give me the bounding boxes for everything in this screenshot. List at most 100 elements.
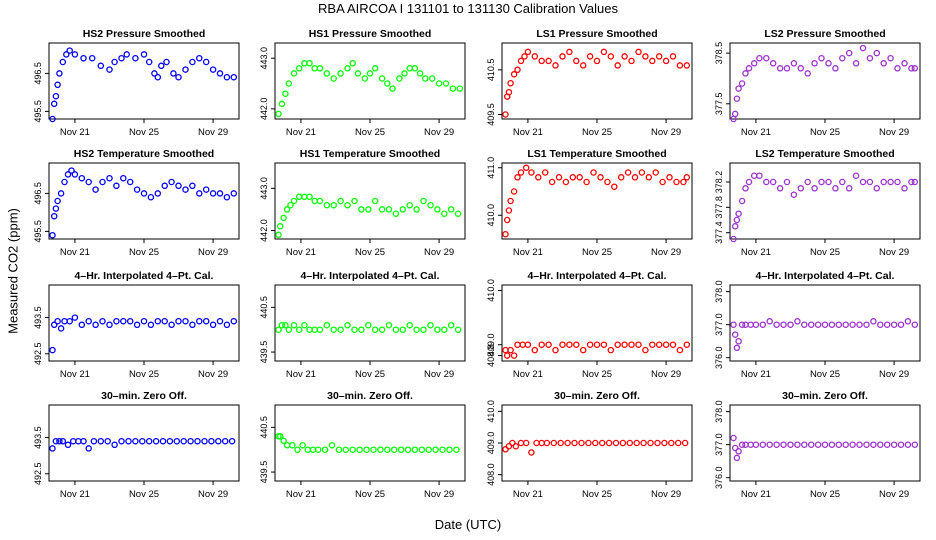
panel-15: 30–min. Zero Off. 408.0 409.0 410.0 Nov 21 No… <box>486 390 693 500</box>
data-point <box>742 441 749 448</box>
x-tick-label: Nov 25 <box>810 369 840 380</box>
data-point <box>766 441 773 448</box>
data-point <box>365 206 372 213</box>
data-point <box>168 178 175 186</box>
data-point <box>446 446 453 453</box>
data-point <box>502 230 509 238</box>
data-point <box>133 321 141 329</box>
panel-title: 4–Hr. Interpolated 4–Pt. Cal. <box>75 270 214 282</box>
data-point <box>752 321 760 328</box>
data-point <box>828 441 836 448</box>
panel-16: 30–min. Zero Off. 376.0 377.0 378.0 Nov 21 No… <box>714 390 921 500</box>
data-point <box>406 201 413 209</box>
data-point <box>647 439 654 447</box>
x-tick-label: Nov 21 <box>286 127 316 138</box>
data-point <box>442 80 450 87</box>
data-point <box>344 65 351 72</box>
data-point <box>425 446 432 453</box>
x-tick-label: Nov 25 <box>810 247 840 258</box>
panel-title: 30–min. Zero Off. <box>782 390 868 402</box>
data-point <box>323 321 331 329</box>
data-point <box>849 321 856 328</box>
y-tick-label: 377.0 <box>714 313 724 336</box>
data-point <box>742 321 749 328</box>
data-point <box>668 439 675 447</box>
data-point <box>384 80 391 87</box>
data-point <box>642 53 649 60</box>
data-point <box>600 341 608 348</box>
data-point <box>113 182 120 190</box>
data-point <box>49 231 56 239</box>
data-point <box>633 439 640 447</box>
data-point <box>123 51 130 58</box>
data-point <box>351 197 358 205</box>
panel-title: HS2 Temperature Smoothed <box>74 148 214 160</box>
data-point <box>502 346 509 354</box>
data-point <box>294 446 301 453</box>
data-point <box>904 441 912 448</box>
figure-title: RBA AIRCOA I 131101 to 131130 Calibratio… <box>318 1 618 16</box>
data-point <box>170 70 177 77</box>
data-point <box>71 171 79 178</box>
panel-7: LS1 Temperature Smoothed 410.0 411.0 Nov 21… <box>486 148 693 258</box>
data-point <box>92 321 99 329</box>
data-point <box>794 441 801 448</box>
data-point <box>509 439 516 447</box>
data-point <box>545 341 552 348</box>
data-point <box>669 341 677 348</box>
data-point <box>676 62 684 69</box>
data-point <box>54 81 61 89</box>
data-point <box>223 73 231 81</box>
data-point <box>175 182 182 190</box>
data-point <box>285 80 293 87</box>
data-point <box>377 446 384 453</box>
data-point <box>441 210 448 217</box>
data-point <box>49 115 56 123</box>
data-point <box>769 178 777 186</box>
data-point <box>832 65 839 72</box>
data-point <box>856 321 863 328</box>
data-point <box>731 331 739 338</box>
data-point <box>378 326 386 333</box>
data-point <box>507 79 514 87</box>
data-point <box>645 174 653 181</box>
data-point <box>290 321 298 329</box>
data-point <box>275 326 282 333</box>
data-point <box>863 441 870 448</box>
data-point <box>662 341 670 348</box>
data-point <box>733 95 741 102</box>
panel-title: LS2 Temperature Smoothed <box>755 148 894 160</box>
data-point <box>337 70 344 77</box>
y-tick-label: 440.5 <box>259 296 269 319</box>
data-point <box>282 321 289 329</box>
data-point <box>674 439 682 447</box>
data-point <box>202 317 210 325</box>
data-point <box>316 326 324 333</box>
data-point <box>69 437 77 445</box>
data-point <box>152 437 160 445</box>
x-tick-label: Nov 25 <box>129 127 159 138</box>
x-tick-label: Nov 29 <box>651 369 681 380</box>
data-point <box>140 51 148 58</box>
data-point <box>216 317 224 325</box>
data-point <box>773 321 780 328</box>
x-tick-label: Nov 29 <box>424 127 454 138</box>
data-point <box>825 178 832 186</box>
data-point <box>163 58 170 66</box>
data-point <box>337 326 344 333</box>
data-point <box>839 178 846 186</box>
data-point <box>371 65 379 72</box>
data-point <box>80 437 87 445</box>
data-point <box>807 441 815 448</box>
panel-title: LS1 Pressure Smoothed <box>536 28 657 40</box>
data-point <box>111 441 118 449</box>
data-point <box>528 169 535 176</box>
data-point <box>911 441 919 448</box>
panel-8: LS2 Temperature Smoothed 377.4 377.8 378.2 N… <box>714 148 921 258</box>
data-point <box>330 75 337 82</box>
x-tick-label: Nov 29 <box>424 247 454 258</box>
data-point <box>75 437 82 445</box>
data-point <box>182 66 189 73</box>
x-tick-label: Nov 25 <box>129 489 159 500</box>
data-point <box>607 346 615 354</box>
